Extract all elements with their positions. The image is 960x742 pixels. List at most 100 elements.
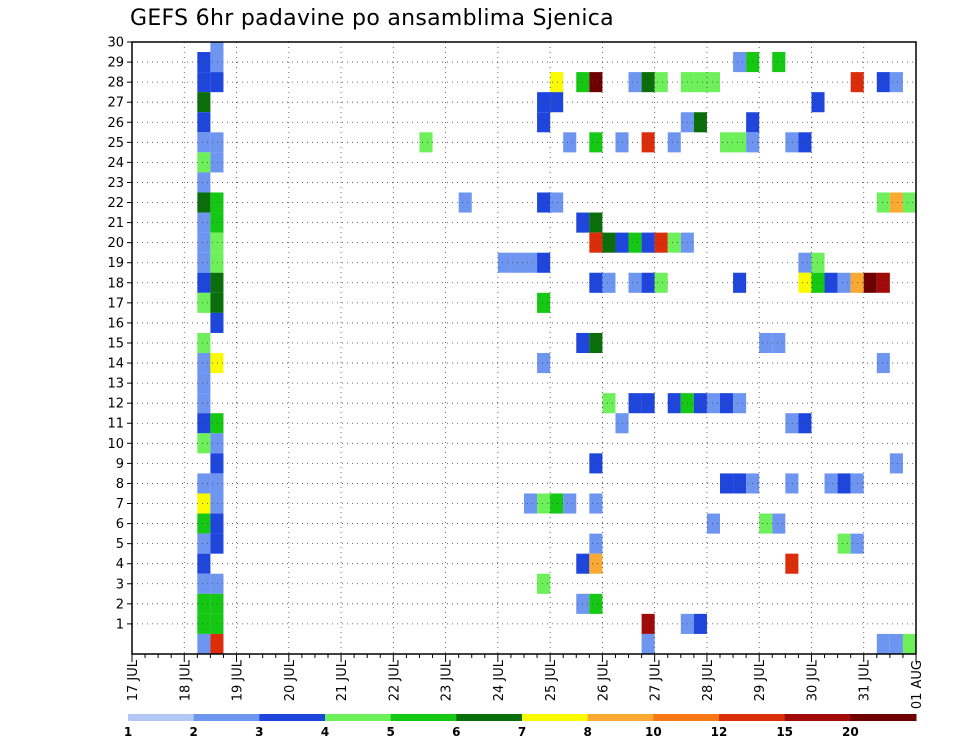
heat-cell	[550, 493, 564, 514]
y-tick-label: 9	[116, 457, 124, 472]
legend-label: 2	[189, 725, 197, 739]
heat-cell	[654, 232, 668, 253]
heat-cell	[641, 272, 655, 293]
y-tick-label: 10	[107, 437, 124, 452]
heat-cell	[197, 593, 211, 614]
y-tick-label: 24	[107, 156, 124, 171]
heat-cell	[641, 72, 655, 93]
chart-title: GEFS 6hr padavine po ansamblima Sjenica	[130, 6, 614, 31]
heat-cell	[824, 473, 838, 494]
heat-cell	[693, 613, 707, 634]
heat-cell	[197, 353, 211, 374]
y-tick-label: 13	[107, 377, 124, 392]
heat-cell	[837, 473, 851, 494]
y-tick-label: 21	[107, 216, 124, 231]
heat-cell	[210, 573, 224, 594]
heat-cell	[785, 413, 799, 434]
y-tick-label: 2	[116, 597, 124, 612]
heat-cell	[785, 132, 799, 153]
y-tick-label: 15	[107, 336, 124, 351]
heat-cell	[210, 633, 224, 654]
heat-cell	[706, 72, 720, 93]
legend-swatch	[653, 714, 720, 721]
heat-cell	[537, 252, 551, 273]
y-tick-label: 19	[107, 256, 124, 271]
heat-cell	[733, 272, 747, 293]
heat-cell	[589, 493, 603, 514]
heat-cell	[210, 413, 224, 434]
heat-cell	[654, 72, 668, 93]
heat-cell	[641, 393, 655, 414]
heat-cell	[798, 413, 812, 434]
heat-cell	[759, 513, 773, 534]
heat-cell	[876, 272, 890, 293]
heat-cell	[837, 533, 851, 554]
y-tick-label: 8	[116, 477, 124, 492]
heat-cell	[210, 72, 224, 93]
legend-label: 10	[645, 725, 662, 739]
heat-cell	[889, 453, 903, 474]
heat-cell	[589, 272, 603, 293]
heat-cell	[210, 433, 224, 454]
heat-cell	[197, 393, 211, 414]
heat-cell	[641, 132, 655, 153]
legend-swatch	[456, 714, 523, 721]
heat-cell	[876, 192, 890, 213]
heat-cell	[210, 533, 224, 554]
y-tick-label: 6	[116, 517, 124, 532]
heat-cell	[798, 272, 812, 293]
legend-swatch	[784, 714, 851, 721]
x-tick-label: 01 AUG	[910, 660, 925, 709]
heat-cell	[210, 252, 224, 273]
x-tick-label: 29 JUL	[753, 659, 768, 701]
x-tick-label: 28 JUL	[701, 659, 716, 701]
heat-cell	[876, 353, 890, 374]
heat-cell	[210, 232, 224, 253]
heat-cell	[210, 493, 224, 514]
heat-cell	[537, 573, 551, 594]
heat-cell	[876, 633, 890, 654]
heat-cell	[197, 473, 211, 494]
heat-cell	[197, 112, 211, 133]
heat-cell	[628, 272, 642, 293]
heat-cell	[210, 192, 224, 213]
legend-label: 3	[255, 725, 263, 739]
heat-cell	[537, 92, 551, 113]
x-axis: 17 JUL 18 JUL 19 JUL 20 JUL 21 JUL 22 JUL 23 J…	[126, 654, 925, 709]
heat-cell	[863, 272, 877, 293]
heat-cell	[197, 493, 211, 514]
heat-cell	[197, 553, 211, 574]
heat-cell	[602, 393, 616, 414]
heat-cell	[537, 292, 551, 313]
heat-cell	[706, 393, 720, 414]
y-tick-label: 4	[116, 557, 124, 572]
heat-cell	[458, 192, 472, 213]
heat-cell	[628, 232, 642, 253]
heat-cell	[589, 593, 603, 614]
x-tick-label: 31 JUL	[858, 659, 873, 701]
heat-cell	[589, 132, 603, 153]
x-tick-label: 30 JUL	[805, 659, 820, 701]
heat-cell	[524, 493, 538, 514]
heat-cell	[602, 272, 616, 293]
heat-cell	[720, 393, 734, 414]
heat-cell	[733, 473, 747, 494]
heat-cell	[197, 533, 211, 554]
heat-cell	[706, 513, 720, 534]
y-tick-label: 30	[107, 36, 124, 51]
y-tick-label: 14	[107, 357, 124, 372]
heat-cell	[889, 633, 903, 654]
heat-cell	[197, 433, 211, 454]
heat-cell	[733, 393, 747, 414]
heat-cell	[667, 132, 681, 153]
heat-cell	[798, 132, 812, 153]
heat-cell	[733, 52, 747, 73]
heat-cell	[824, 272, 838, 293]
legend-label: 7	[518, 725, 526, 739]
heat-cell	[837, 272, 851, 293]
heat-cell	[210, 212, 224, 233]
heatmap-cells	[197, 42, 916, 654]
heat-cell	[537, 192, 551, 213]
heat-cell	[197, 72, 211, 93]
